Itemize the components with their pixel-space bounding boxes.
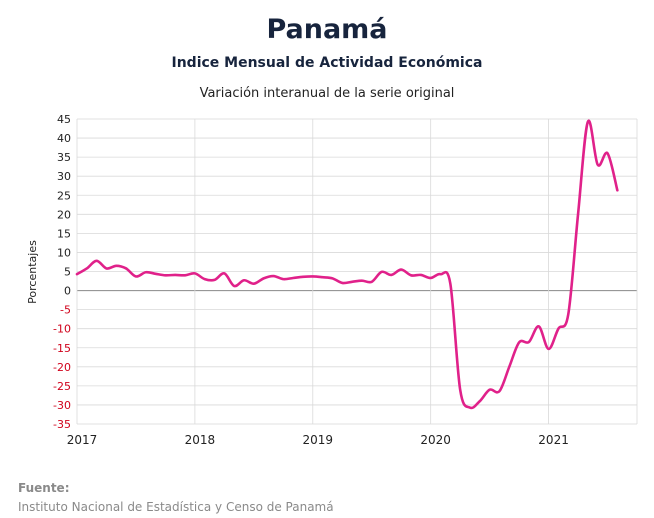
y-tick-label: -5	[60, 304, 71, 317]
y-tick-label: 45	[57, 113, 71, 126]
y-tick-label: 20	[57, 208, 71, 221]
y-tick-label: 0	[64, 285, 71, 298]
series-line	[75, 119, 619, 410]
x-tick-label: 2018	[185, 433, 216, 447]
y-axis-tick-labels: 45 40 35 30 25 20 15 10 5 0 -5 -10 -15 -20 -25 -30 -35	[53, 113, 71, 431]
grid-lines	[76, 118, 638, 425]
y-tick-label: -10	[53, 323, 71, 336]
y-tick-label: 10	[57, 246, 71, 259]
y-tick-label: 40	[57, 132, 71, 145]
chart-subtitle-secondary: Variación interanual de la serie origina…	[199, 86, 455, 101]
y-tick-label: 25	[57, 189, 71, 202]
chart-subtitle: Indice Mensual de Actividad Económica	[171, 55, 483, 71]
y-tick-label: -15	[53, 342, 71, 355]
y-tick-label: -20	[53, 361, 71, 374]
series-layer	[75, 119, 619, 410]
y-tick-label: 30	[57, 170, 71, 183]
x-tick-label: 2020	[420, 433, 451, 447]
chart-title: Panamá	[266, 14, 388, 45]
y-tick-label: -25	[53, 380, 71, 393]
y-tick-label: -30	[53, 399, 71, 412]
y-axis-label: Porcentajes	[26, 240, 39, 304]
y-tick-label: -35	[53, 418, 71, 431]
x-tick-label: 2019	[303, 433, 334, 447]
x-tick-label: 2021	[538, 433, 569, 447]
y-tick-label: 15	[57, 227, 71, 240]
y-tick-label: 5	[64, 266, 71, 279]
source-text: Instituto Nacional de Estadística y Cens…	[18, 500, 334, 514]
y-tick-label: 35	[57, 151, 71, 164]
x-axis-tick-labels: 2017 2018 2019 2020 2021	[67, 433, 569, 447]
x-tick-label: 2017	[67, 433, 98, 447]
source-label: Fuente:	[18, 481, 70, 495]
